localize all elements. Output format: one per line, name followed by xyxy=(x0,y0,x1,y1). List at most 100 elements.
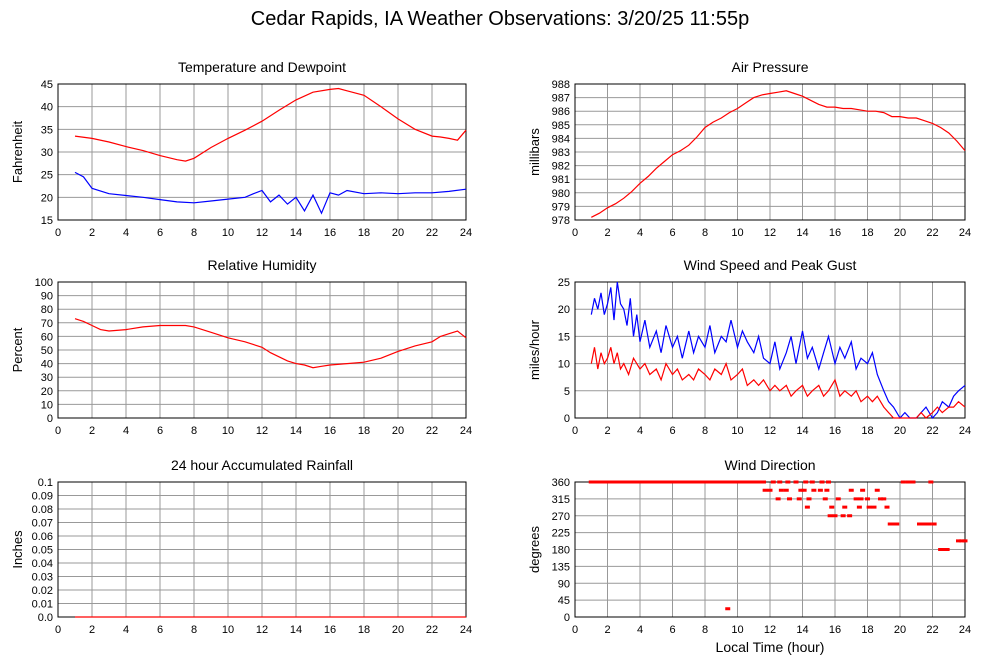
data-point xyxy=(806,497,812,501)
x-tick-label: 4 xyxy=(123,624,129,636)
x-tick-label: 14 xyxy=(290,624,302,636)
chart-panel-4: 0 2 4 6 8 10 12 14 16 18 20 22 240.00.010.020.030.04… xyxy=(10,457,472,636)
data-point xyxy=(793,480,799,484)
data-point xyxy=(783,488,789,492)
data-point xyxy=(829,505,835,509)
data-point xyxy=(650,480,656,484)
x-tick-label: 18 xyxy=(358,425,370,437)
data-point xyxy=(676,480,682,484)
data-point xyxy=(634,480,640,484)
x-tick-label: 14 xyxy=(796,624,808,636)
data-point xyxy=(644,480,649,484)
data-point xyxy=(858,497,864,501)
data-point xyxy=(917,522,922,526)
y-tick-label: 60 xyxy=(41,331,53,343)
y-tick-label: 0.02 xyxy=(32,585,53,597)
x-tick-label: 8 xyxy=(191,624,197,636)
data-point xyxy=(618,480,623,484)
x-tick-label: 22 xyxy=(926,227,938,239)
data-point xyxy=(860,488,866,492)
x-tick-label: 20 xyxy=(894,425,906,437)
x-tick-label: 12 xyxy=(256,425,268,437)
data-point xyxy=(660,480,666,484)
data-point xyxy=(718,480,724,484)
data-point xyxy=(608,480,614,484)
x-tick-label: 16 xyxy=(324,425,336,437)
data-point xyxy=(941,548,947,551)
y-tick-label: 978 xyxy=(552,215,570,227)
data-point xyxy=(887,522,893,526)
data-point xyxy=(696,480,701,484)
y-tick-label: 0.04 xyxy=(32,558,53,570)
y-tick-label: 315 xyxy=(552,494,570,506)
x-tick-label: 10 xyxy=(222,227,234,239)
data-point xyxy=(770,480,776,484)
series-line-1 xyxy=(590,347,966,419)
x-tick-label: 24 xyxy=(959,227,971,239)
y-tick-label: 90 xyxy=(558,578,570,590)
y-tick-label: 70 xyxy=(41,318,53,330)
chart-panel-5: 0 2 4 6 8 10 12 14 16 18 20 22 240459013518022527031… xyxy=(527,457,971,655)
x-tick-label: 18 xyxy=(358,227,370,239)
data-point xyxy=(640,480,646,484)
data-point xyxy=(757,480,763,484)
data-point xyxy=(866,505,872,509)
x-tick-label: 2 xyxy=(604,425,610,437)
data-point xyxy=(944,548,950,551)
x-tick-label: 8 xyxy=(702,624,708,636)
data-point xyxy=(689,480,695,484)
x-tick-label: 14 xyxy=(290,425,302,437)
y-tick-label: 0.06 xyxy=(32,531,53,543)
data-point xyxy=(631,480,636,484)
data-point xyxy=(666,480,672,484)
y-tick-label: 5 xyxy=(564,386,570,398)
data-point xyxy=(715,480,721,484)
chart-panel-1: 0 2 4 6 8 10 12 14 16 18 20 22 249789799809819829839… xyxy=(527,59,971,239)
data-point xyxy=(848,488,854,492)
data-point xyxy=(657,480,662,484)
data-point xyxy=(767,488,773,492)
data-point xyxy=(627,480,633,484)
x-tick-label: 0 xyxy=(55,624,61,636)
data-point xyxy=(670,480,675,484)
y-tick-label: 20 xyxy=(41,192,53,204)
x-tick-label: 20 xyxy=(894,227,906,239)
x-tick-label: 4 xyxy=(637,425,643,437)
x-tick-label: 10 xyxy=(222,624,234,636)
y-tick-label: 15 xyxy=(558,331,570,343)
x-tick-label: 12 xyxy=(256,624,268,636)
x-tick-label: 4 xyxy=(123,425,129,437)
data-point xyxy=(956,539,961,543)
data-point xyxy=(683,480,688,484)
y-tick-label: 135 xyxy=(552,561,570,573)
y-tick-label: 45 xyxy=(558,595,570,607)
y-tick-label: 15 xyxy=(41,215,53,227)
chart-title: Wind Speed and Peak Gust xyxy=(684,257,857,273)
x-tick-label: 12 xyxy=(764,624,776,636)
data-point xyxy=(637,480,643,484)
data-point xyxy=(722,480,727,484)
data-point xyxy=(931,522,937,526)
chart-title: Relative Humidity xyxy=(208,257,317,273)
data-point xyxy=(900,480,906,484)
y-tick-label: 80 xyxy=(41,304,53,316)
data-point xyxy=(775,497,781,501)
data-point xyxy=(891,522,896,526)
y-tick-label: 987 xyxy=(552,93,570,105)
x-tick-label: 2 xyxy=(89,425,95,437)
data-point xyxy=(595,480,601,484)
x-tick-label: 6 xyxy=(669,227,675,239)
data-point xyxy=(832,514,838,518)
data-point xyxy=(588,480,594,484)
y-tick-label: 0 xyxy=(564,413,570,425)
y-tick-label: 0.01 xyxy=(32,599,53,611)
x-tick-label: 6 xyxy=(157,624,163,636)
y-tick-label: 225 xyxy=(552,528,570,540)
x-tick-label: 2 xyxy=(604,227,610,239)
y-tick-label: 0.03 xyxy=(32,572,53,584)
data-point xyxy=(842,505,848,509)
x-tick-label: 6 xyxy=(157,425,163,437)
y-tick-label: 0.09 xyxy=(32,491,53,503)
data-point xyxy=(824,488,830,492)
